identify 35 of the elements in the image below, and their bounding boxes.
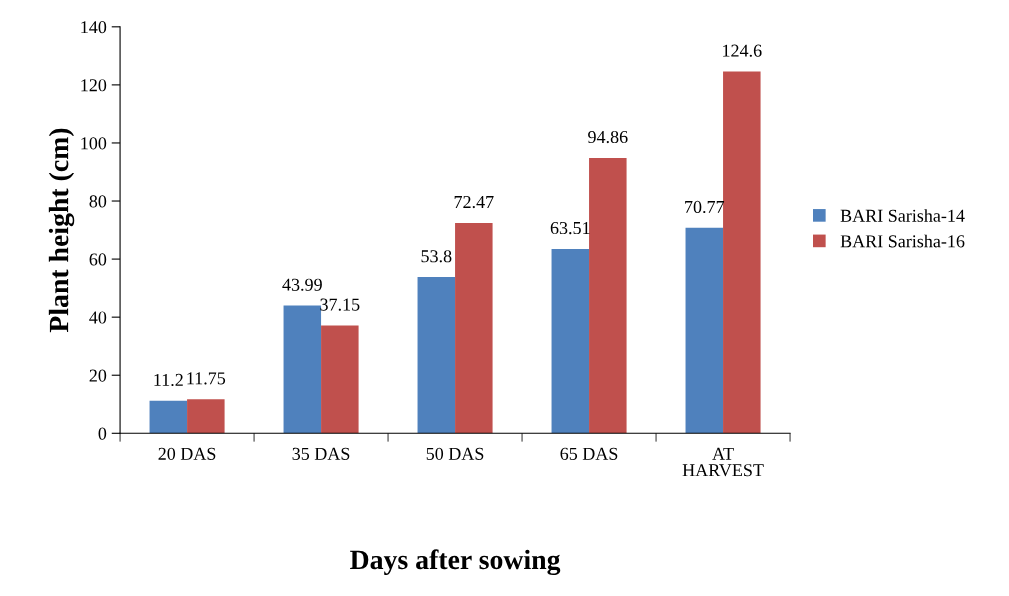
data-label: 43.99 <box>282 278 322 291</box>
bar <box>685 227 724 434</box>
y-tick-label: 100 <box>81 137 107 150</box>
data-label: 94.86 <box>588 130 628 144</box>
x-tick-label: AT HARVEST <box>682 447 764 477</box>
y-tick-label: 40 <box>89 311 107 324</box>
bar <box>551 248 590 434</box>
data-label: 11.2 <box>154 373 183 387</box>
data-label: 53.8 <box>421 250 452 263</box>
legend-label: BARI Sarisha-16 <box>840 234 965 248</box>
data-label: 37.15 <box>320 298 360 311</box>
bar <box>149 400 188 434</box>
x-tick-label: 35 DAS <box>292 447 350 460</box>
bar <box>417 277 456 434</box>
y-tick-label: 60 <box>89 253 107 266</box>
legend-label: BARI Sarisha-14 <box>840 209 965 222</box>
data-label: 72.47 <box>454 195 494 209</box>
bar <box>283 305 322 434</box>
x-axis-title: Days after sowing <box>350 549 561 576</box>
bar <box>723 71 761 434</box>
y-tick-label: 140 <box>81 21 107 34</box>
x-tick-label: 20 DAS <box>158 447 216 460</box>
x-tick-label: 65 DAS <box>560 447 618 460</box>
data-label: 124.6 <box>723 44 762 57</box>
x-tick-label: 50 DAS <box>426 447 484 460</box>
bar <box>589 157 627 434</box>
data-label: 11.75 <box>187 372 226 385</box>
bar <box>187 399 225 434</box>
y-tick-label: 0 <box>98 427 107 440</box>
bar <box>321 325 359 434</box>
y-tick-label: 120 <box>81 79 107 92</box>
y-tick-label: 80 <box>89 195 107 208</box>
y-axis-title: Plant height (cm) <box>48 128 75 333</box>
y-tick-label: 20 <box>89 369 107 382</box>
bar <box>455 222 493 434</box>
